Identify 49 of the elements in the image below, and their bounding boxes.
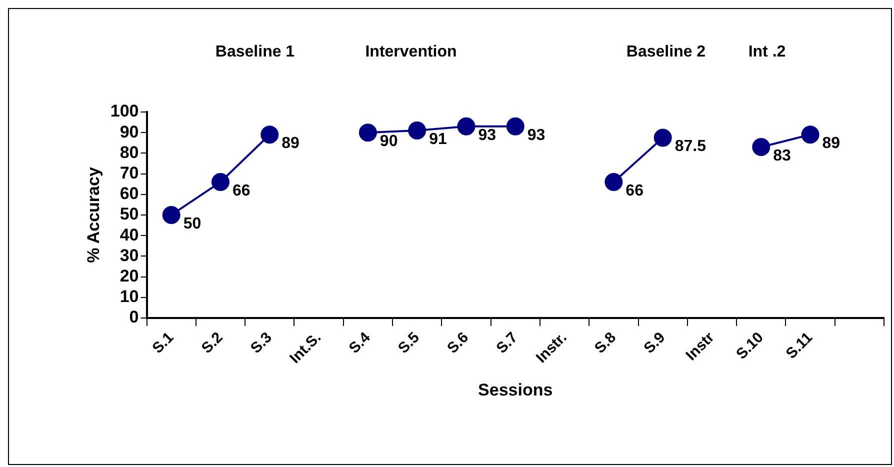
x-tick-label: S.1 [149,329,178,357]
y-tick-label: 20 [120,266,139,286]
y-tick-label: 40 [120,225,139,244]
point [260,126,279,144]
x-tick-label: S.4 [346,328,374,357]
point [358,124,377,142]
data-label: 66 [626,182,644,200]
text: Baseline 2 [626,43,706,60]
x-tick-label: S.11 [782,329,816,362]
x-tick-label: S.2 [198,329,226,357]
x-tick-label: S.9 [640,329,669,357]
data-label: 93 [527,126,546,144]
y-tick-label: 80 [120,142,139,162]
point [801,126,820,144]
data-label: 89 [822,135,840,152]
point [162,206,180,224]
x-tick-label: S.5 [394,329,423,357]
data-label: 89 [282,135,300,152]
x-tick-label: S.7 [493,329,522,357]
y-tick-label: 100 [110,102,139,121]
y-tick-label: 10 [120,287,139,306]
point [604,173,623,192]
point [211,173,230,192]
point [457,117,476,136]
y-tick-label: 50 [120,204,139,224]
x-tick-label: S.8 [591,329,620,357]
point [654,128,672,147]
x-tick-label: S.3 [247,329,276,357]
point [408,122,426,140]
data-label: 87.5 [674,138,706,156]
text: Intervention [365,43,457,60]
y-axis-title: % Accuracy [84,166,103,263]
y-tick-label: 90 [120,122,139,142]
data-label: 91 [429,130,447,148]
data-label: 83 [773,147,792,164]
x-axis-title: Sessions [478,380,553,400]
x-tick-label: S.6 [444,329,472,357]
data-label: 66 [232,182,250,200]
point [506,117,524,136]
data-label: 90 [380,133,398,150]
data-label: 50 [183,215,202,232]
y-tick-label: 0 [129,308,139,327]
text: Baseline 1 [215,43,295,60]
y-tick-label: 70 [120,163,139,182]
y-tick-label: 30 [120,246,139,265]
text: Int .2 [748,43,786,60]
data-label: 93 [478,126,496,144]
point [752,138,770,156]
y-tick-label: 60 [120,184,139,204]
